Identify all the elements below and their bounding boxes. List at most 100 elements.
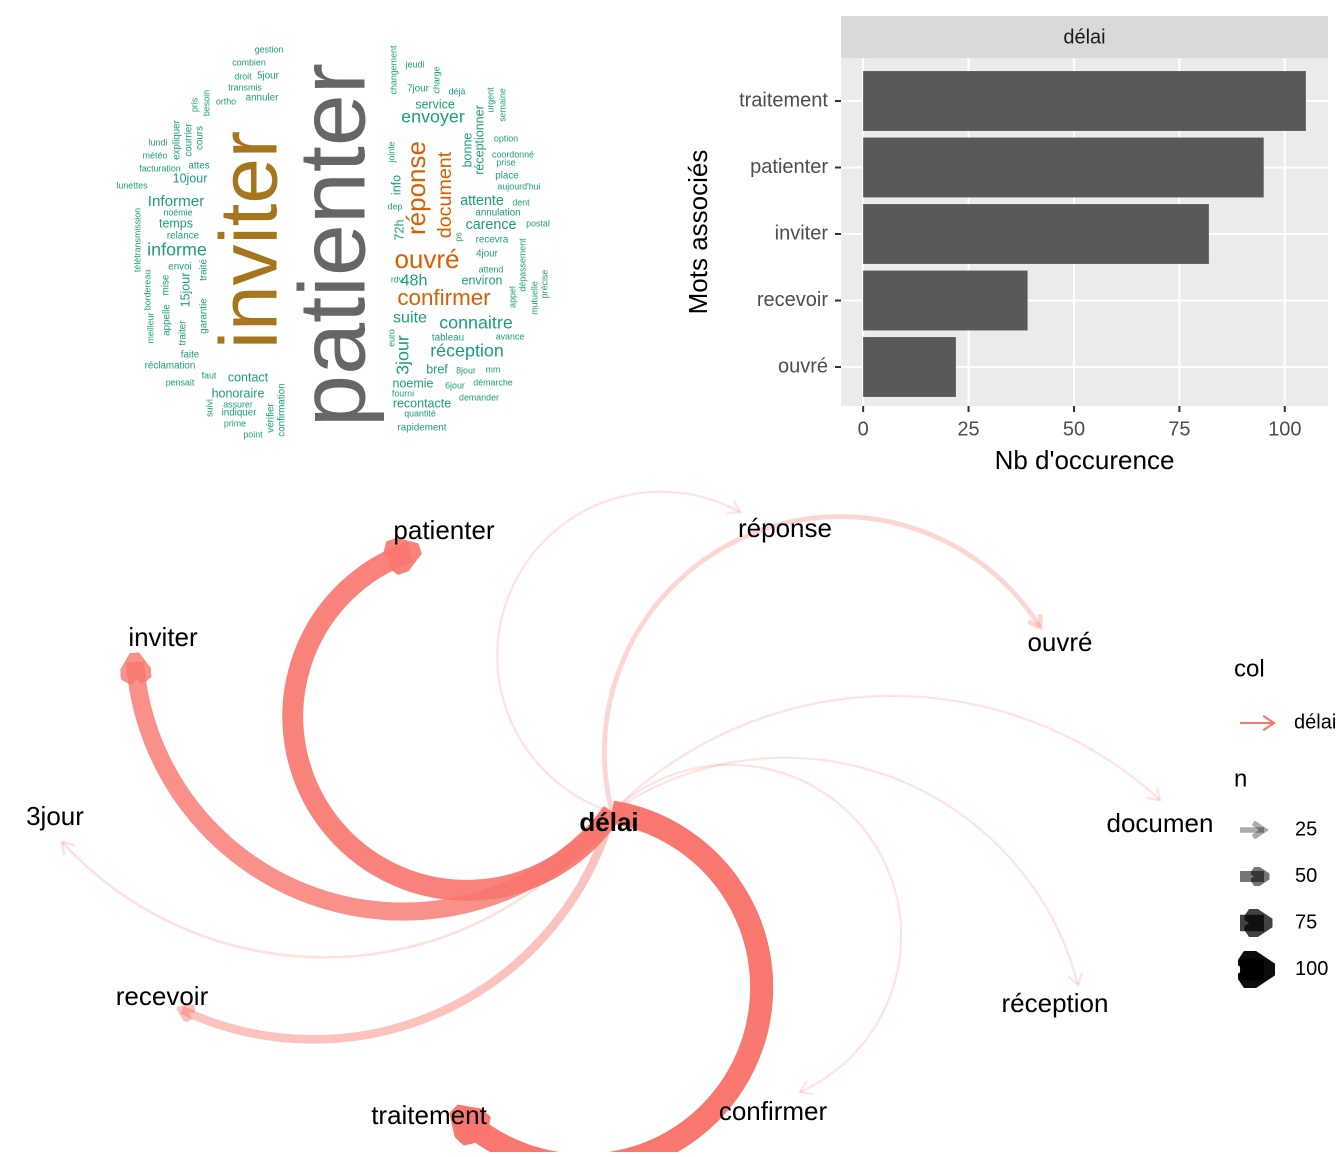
word: inviter [204,131,295,349]
word: réceptionner [472,105,486,175]
word: 7jour [407,84,430,95]
word: assurer [223,399,253,409]
edge [462,800,774,1157]
edge [60,811,614,959]
word: 5jour [257,71,280,82]
word: noémie [163,207,192,217]
word: environ [462,273,503,287]
word: droit [234,71,252,81]
center-node-label: délai [579,807,638,837]
node-label: traitement [371,1100,487,1130]
y-tick-label: ouvré [778,355,828,377]
word: ouvré [394,244,459,274]
word: réception [430,341,504,361]
bar [863,270,1028,331]
y-tick-label: inviter [775,222,829,244]
word: suivi [204,399,214,417]
word: rdv [391,274,404,284]
word: confirmation [277,383,288,436]
word: télétransmission [132,208,142,272]
word: contact [228,370,269,384]
word: réclamation [145,361,196,372]
edge [611,763,903,1096]
legend-label: délai [1294,711,1336,733]
word: combien [232,57,266,67]
word: courrier [184,123,195,157]
word: appelle [162,304,173,336]
word: 8jour [456,365,476,375]
word: bonne [460,133,474,168]
word: rapidement [397,423,446,434]
x-tick-label: 25 [957,418,979,440]
strip [841,16,1328,58]
word: pensait [166,377,195,387]
node-label: recevoir [116,981,209,1011]
legend-label: 100 [1295,958,1328,980]
word: indiquer [222,408,258,419]
node-label: documen [1107,808,1214,838]
word: bordereau [142,270,152,311]
x-axis-title: Nb d'occurence [995,445,1175,475]
word: semaine [497,88,507,122]
edge [135,662,620,921]
word: fourni [392,388,414,398]
word: envoi [168,262,191,273]
word: option [494,133,518,143]
word: relance [167,231,200,242]
word: connaitre [439,313,513,333]
node-label: inviter [128,622,198,652]
word: pris [189,97,199,112]
word: ortho [216,96,236,106]
word: 4jour [476,249,499,260]
word: traiter [178,320,189,346]
node-label: patienter [393,515,495,545]
word: postal [526,218,550,228]
word: attend [479,264,504,274]
word: Informer [148,193,205,210]
bar [863,71,1306,131]
word: précise [539,270,549,299]
word: aujourd'hui [497,181,540,191]
word: jeudi [405,59,425,69]
word: informe [147,240,207,260]
word: transmis [228,82,262,92]
word: avance [496,331,525,341]
word: traité [199,259,210,281]
node-label: ouvré [1027,627,1092,657]
word: recontacte [393,396,451,410]
word: mutuelle [529,281,539,315]
word: réponse [401,141,431,235]
node-label: réponse [738,513,832,543]
word: point [243,429,263,439]
word: faut [202,370,217,380]
word: jointe [386,141,396,163]
word: garantie [199,298,210,334]
word: besoin [201,90,211,116]
facet-label: délai [1063,26,1105,48]
word: service [415,97,455,111]
word: carence [466,217,517,233]
word: recevra [476,235,509,246]
word: démarche [473,377,513,387]
bar [863,137,1264,198]
word: appel [507,286,517,308]
y-tick-label: patienter [750,156,828,178]
word: faite [181,350,200,361]
word: bref [426,362,448,376]
word: 3jour [393,335,413,375]
legend-title: col [1234,655,1265,682]
x-tick-label: 0 [858,418,869,440]
word: 72h [392,220,406,241]
word: ps [453,232,463,242]
word: patienter [280,63,385,427]
bar [863,204,1209,264]
word: mm [486,364,501,374]
word: demander [459,392,499,402]
word: noemie [393,376,434,390]
word: 15jour [178,273,192,308]
word: envoyer [401,107,465,127]
word: cours [195,126,206,150]
word: mise [161,274,172,295]
word: météo [143,150,168,160]
